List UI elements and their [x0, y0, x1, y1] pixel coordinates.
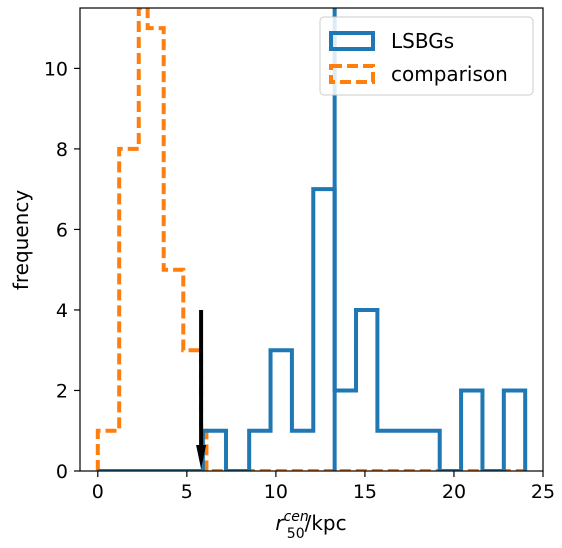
legend: LSBGs comparison	[319, 16, 534, 96]
y-tick-label-2: 2	[56, 380, 68, 402]
plot-frame	[79, 7, 544, 472]
legend-handle-comparison	[329, 64, 375, 84]
y-tick-label-4: 4	[56, 300, 68, 322]
arrow-head	[196, 444, 207, 469]
x-axis-label-sub: 50	[287, 526, 305, 542]
x-tick-label-25: 25	[531, 481, 555, 503]
x-tick-label-15: 15	[353, 481, 377, 503]
y-tick-label-10: 10	[44, 58, 68, 80]
x-tick-label-20: 20	[442, 481, 466, 503]
legend-handle-LSBGs	[329, 31, 375, 51]
x-axis-label-sup: cen	[284, 509, 309, 525]
x-axis-label-suffix: /kpc	[305, 511, 347, 535]
legend-label-comparison: comparison	[391, 62, 508, 86]
y-tick-label-6: 6	[56, 219, 68, 241]
x-tick-label-10: 10	[264, 481, 288, 503]
y-tick-label-8: 8	[56, 139, 68, 161]
x-tick-label-5: 5	[181, 481, 193, 503]
x-axis-label: rcen 50/kpc	[275, 509, 346, 542]
legend-label-LSBGs: LSBGs	[391, 29, 454, 53]
x-tick-label-0: 0	[92, 481, 104, 503]
y-tick-label-0: 0	[56, 461, 68, 483]
axes: 0 5 10 15 20 25 0 2 4 6 8 10	[44, 58, 555, 503]
x-axis-label-main: r	[275, 511, 285, 535]
y-axis-label: frequency	[9, 190, 33, 290]
